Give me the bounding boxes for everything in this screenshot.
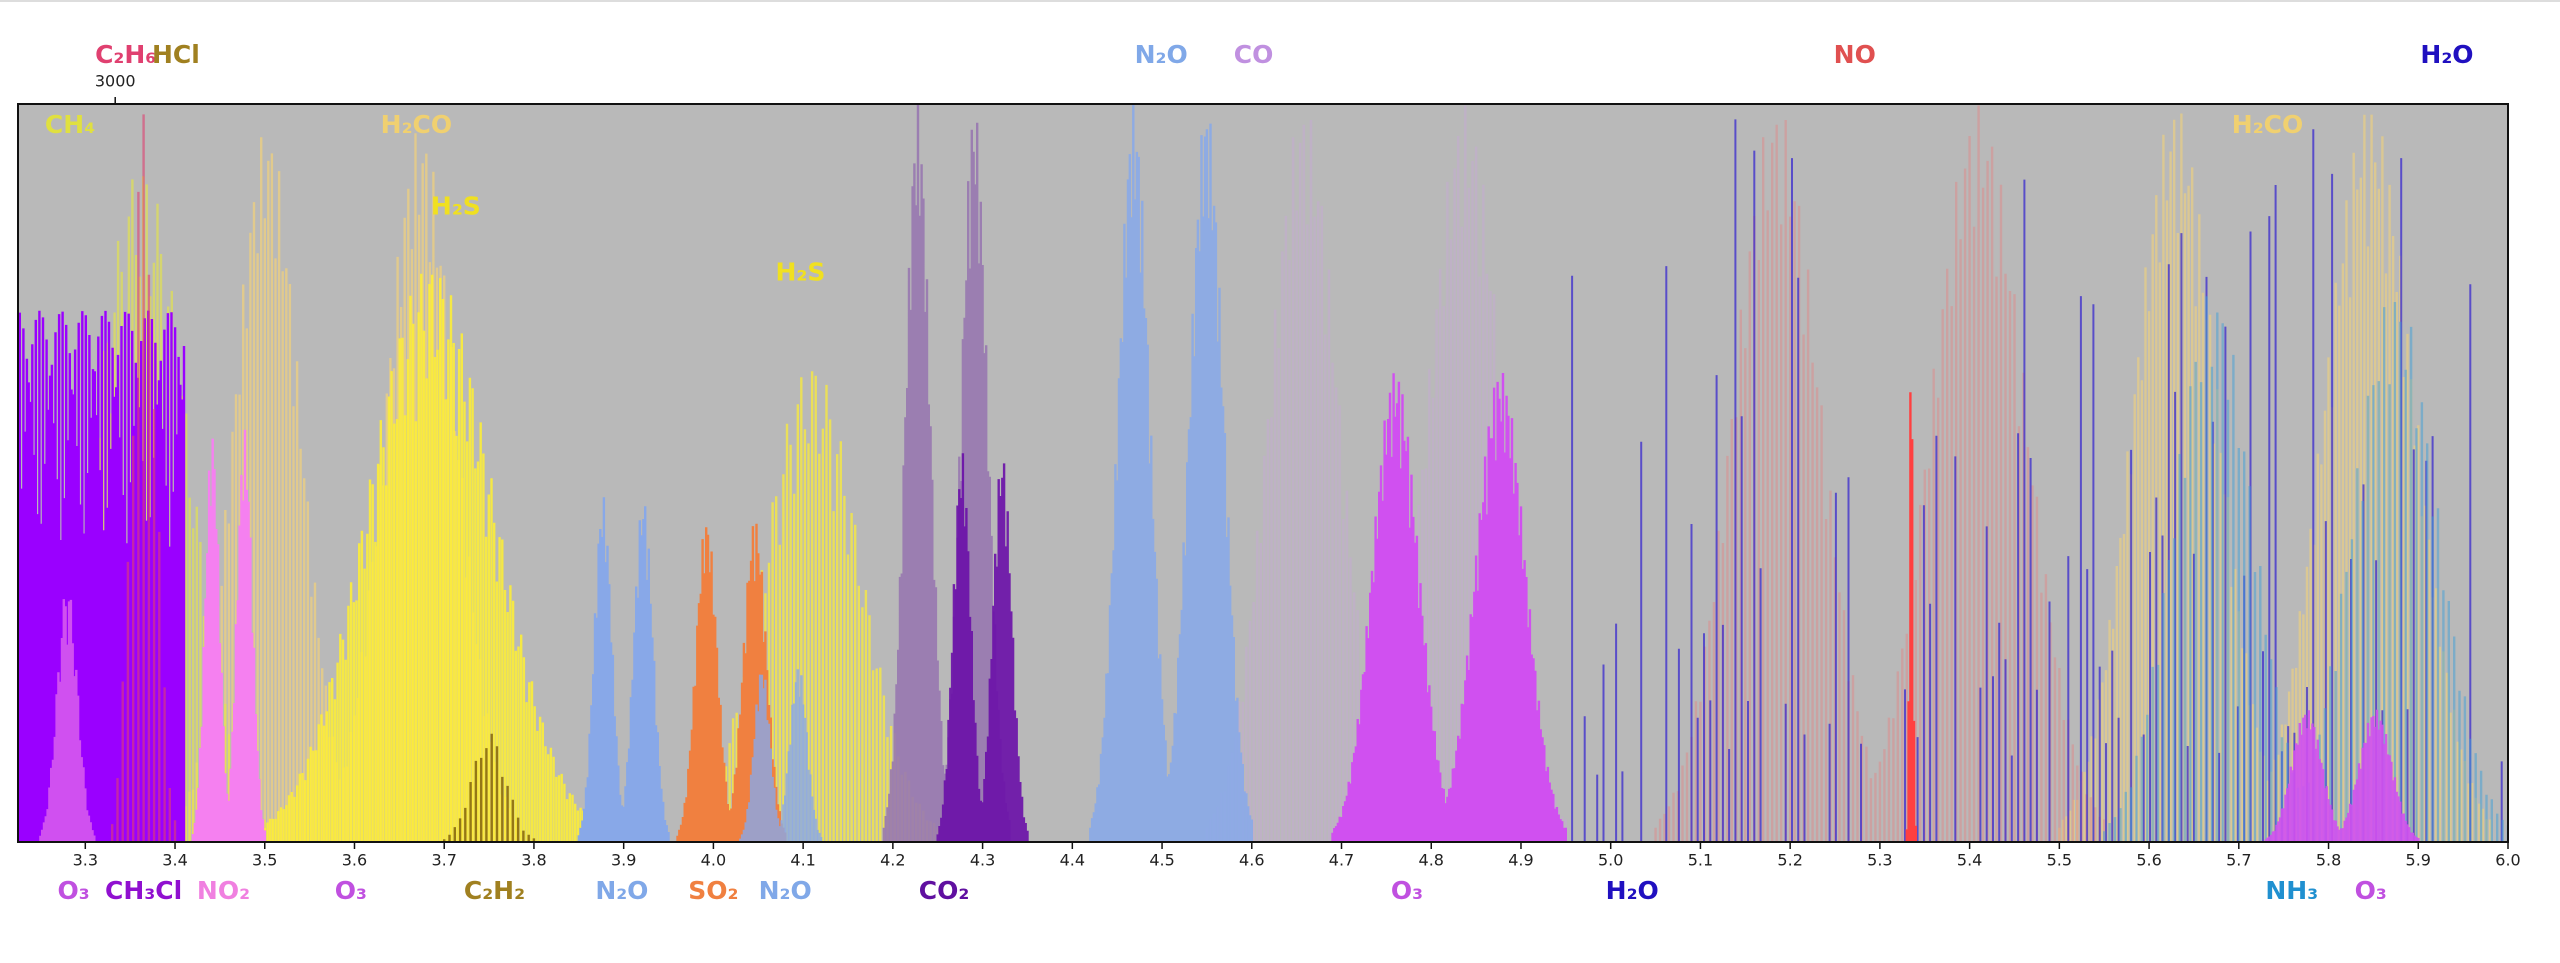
molecule-label: H₂CO <box>381 110 452 139</box>
absorption-band <box>577 497 670 842</box>
molecule-label: O₃ <box>2355 876 2387 905</box>
molecule-label: NO₂ <box>197 876 250 905</box>
molecule-label: H₂O <box>1606 876 1659 905</box>
x-tick-label: 5.8 <box>2316 851 2341 870</box>
molecule-label: H₂O <box>2420 40 2473 69</box>
x-tick-label: 5.2 <box>1777 851 1802 870</box>
molecule-label: H₂S <box>431 191 481 220</box>
x-tick-label: 3.3 <box>73 851 98 870</box>
x-tick-label: 4.3 <box>970 851 995 870</box>
absorption-band <box>739 669 823 842</box>
x-tick-label: 3.5 <box>252 851 277 870</box>
x-tick-label: 3.8 <box>521 851 546 870</box>
molecule-label: N₂O <box>595 876 648 905</box>
x-tick-label: 4.7 <box>1329 851 1354 870</box>
molecule-label: O₃ <box>335 876 367 905</box>
x-tick-label: 4.6 <box>1239 851 1264 870</box>
x-tick-label: 4.5 <box>1149 851 1174 870</box>
molecule-label: CO <box>1234 40 1274 69</box>
x-tick-label: 5.4 <box>1957 851 1982 870</box>
x-tick-label: 5.1 <box>1688 851 1713 870</box>
x-tick-label: 3.4 <box>162 851 187 870</box>
molecule-label: HCl <box>152 40 200 69</box>
x-tick-label: 4.1 <box>790 851 815 870</box>
molecule-label: H₂S <box>775 258 825 287</box>
molecule-label: H₂CO <box>2232 110 2303 139</box>
x-tick-label: 3.6 <box>342 851 367 870</box>
molecule-label: SO₂ <box>688 876 738 905</box>
absorption-band <box>111 114 177 842</box>
molecule-label: NO <box>1834 40 1876 69</box>
x-tick-label: 4.9 <box>1508 851 1533 870</box>
molecule-label: CH₄ <box>45 110 95 139</box>
x-tick-label: 4.4 <box>1060 851 1085 870</box>
absorption-band <box>191 429 266 842</box>
x-tick-label: 3.9 <box>611 851 636 870</box>
absorption-band <box>1331 373 1567 842</box>
x-tick-label: 4.0 <box>701 851 726 870</box>
x-tick-label: 5.5 <box>2047 851 2072 870</box>
molecule-label: CH₃Cl <box>105 876 182 905</box>
absorption-band <box>1905 392 1917 842</box>
molecule-label: O₃ <box>1391 876 1423 905</box>
x-tick-label: 5.3 <box>1867 851 1892 870</box>
absorption-band <box>2103 296 2508 842</box>
x2-tick-label: 3000 <box>95 72 136 91</box>
x-tick-label: 4.8 <box>1419 851 1444 870</box>
plot-frame <box>17 103 2509 843</box>
molecule-label: O₃ <box>58 876 90 905</box>
bands <box>18 104 2508 842</box>
molecule-label: N₂O <box>1135 40 1188 69</box>
absorption-band <box>443 733 536 842</box>
molecule-label: N₂O <box>759 876 812 905</box>
absorption-band <box>1089 104 1253 842</box>
molecule-label: CO₂ <box>919 876 970 905</box>
molecule-label: C₂H₆ <box>95 40 156 69</box>
absorption-band <box>2264 709 2420 842</box>
absorption-band <box>39 599 96 842</box>
x-tick-label: 3.7 <box>431 851 456 870</box>
x-tick-label: 5.0 <box>1598 851 1623 870</box>
x-tick-label: 4.2 <box>880 851 905 870</box>
molecule-label: C₂H₂ <box>464 876 525 905</box>
x-tick-label: 5.9 <box>2406 851 2431 870</box>
molecule-label: NH₃ <box>2265 876 2318 905</box>
x-tick-label: 5.6 <box>2136 851 2161 870</box>
absorption-band <box>936 453 1029 842</box>
x-tick-label: 6.0 <box>2495 851 2520 870</box>
x-tick-label: 5.7 <box>2226 851 2251 870</box>
